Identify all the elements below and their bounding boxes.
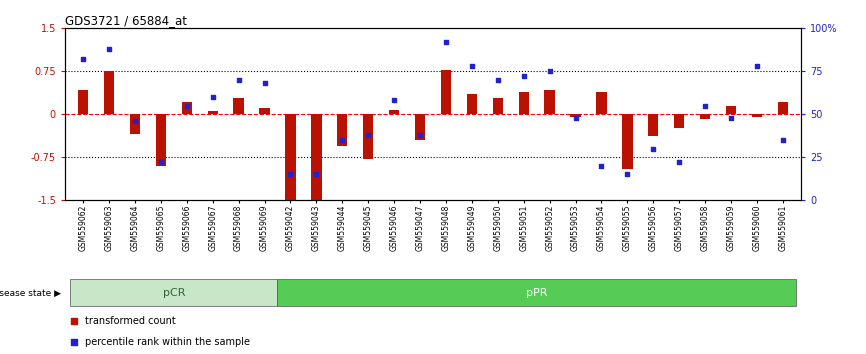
Bar [70,279,277,307]
Point [543,68,557,74]
Bar [182,102,192,114]
Point [491,77,505,83]
Text: pCR: pCR [163,288,185,298]
Point [439,39,453,45]
Point [750,63,764,69]
Point [206,94,220,100]
Point [257,80,271,86]
Bar [363,114,373,159]
Point [326,27,339,33]
Point [672,159,686,165]
Bar [571,114,581,117]
Point [283,171,297,177]
Text: GDS3721 / 65884_at: GDS3721 / 65884_at [65,14,187,27]
Bar [389,110,399,114]
Bar [674,114,684,129]
Bar [78,90,88,114]
Point [620,171,634,177]
Point [232,77,246,83]
Bar [726,105,736,114]
Point [309,171,323,177]
Point [180,103,194,108]
Point [646,146,660,152]
Text: percentile rank within the sample: percentile rank within the sample [85,337,250,348]
Bar [337,114,347,145]
Bar [285,114,295,201]
Point [569,115,583,120]
Point [361,132,375,138]
Point [465,63,479,69]
Point [698,103,712,108]
Point [413,132,427,138]
Point [76,56,90,62]
Text: pPR: pPR [526,288,547,298]
Point [387,98,401,103]
Bar [130,114,140,134]
Bar [493,98,503,114]
Point [326,224,339,229]
Bar [622,114,632,169]
Point [335,137,349,143]
Bar [156,114,166,166]
Bar [104,71,114,114]
Point [154,159,168,165]
Point [776,137,790,143]
Bar [259,108,269,114]
Bar [208,111,218,114]
Point [102,46,116,52]
Text: disease state ▶: disease state ▶ [0,289,61,297]
Point [128,118,142,124]
Bar [778,102,788,114]
Point [517,74,531,79]
Bar [234,98,244,114]
Bar [441,69,451,114]
Text: transformed count: transformed count [85,316,176,326]
Bar [415,114,425,140]
Point [595,163,609,169]
Bar [700,114,710,119]
Bar [277,279,796,307]
Bar [467,94,477,114]
Point [724,115,738,120]
Bar [597,92,607,114]
Bar [311,114,321,201]
Bar [752,114,762,117]
Bar [648,114,658,136]
Bar [545,90,555,114]
Bar [519,92,529,114]
